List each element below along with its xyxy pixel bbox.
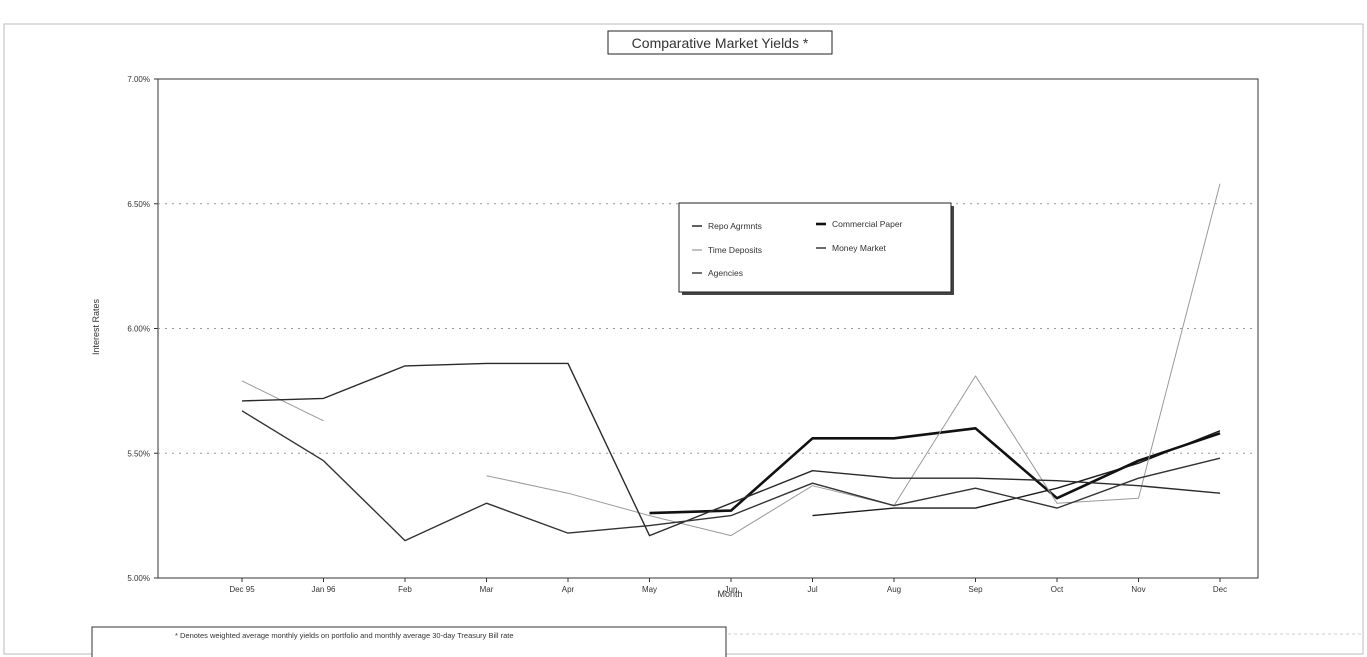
series-line xyxy=(241,380,324,422)
series-line xyxy=(241,362,1221,537)
legend-label: Commercial Paper xyxy=(832,219,903,229)
x-tick-label: Oct xyxy=(1051,585,1064,594)
x-tick-label: May xyxy=(642,585,657,594)
y-tick-label: 5.00% xyxy=(127,574,150,583)
x-tick-label: Aug xyxy=(887,585,901,594)
series-line xyxy=(486,183,1221,537)
x-axis-ticks: Dec 95 Jan 96 Feb Mar Apr May Jun Jul Aug Sep Oct N… xyxy=(229,578,1227,594)
legend-items: Repo Agrmnts Commercial Paper Time Deposit… xyxy=(692,219,903,278)
chart-title-box xyxy=(607,30,833,55)
x-tick-label: Apr xyxy=(562,585,575,594)
gridlines xyxy=(158,203,1258,454)
footnote-box xyxy=(91,626,727,657)
legend-label: Time Deposits xyxy=(708,245,762,255)
y-tick-label: 6.50% xyxy=(127,200,150,209)
series-line xyxy=(241,410,1221,542)
y-axis-label: Interest Rates xyxy=(91,298,101,355)
chart-frame xyxy=(3,23,1364,655)
x-tick-label: Jan 96 xyxy=(311,585,336,594)
series-line xyxy=(649,426,1221,515)
x-tick-label: Dec 95 xyxy=(229,585,255,594)
x-tick-label: Sep xyxy=(968,585,983,594)
series-lines xyxy=(241,183,1221,542)
chart-title: Comparative Market Yields * xyxy=(632,35,809,51)
y-tick-label: 5.50% xyxy=(127,449,150,458)
y-axis-ticks: 7.00% 6.50% 6.00% 5.50% 5.00% xyxy=(127,75,158,583)
x-tick-label: Jul xyxy=(807,585,817,594)
x-tick-label: Nov xyxy=(1131,585,1145,594)
x-tick-label: Feb xyxy=(398,585,412,594)
legend-label: Money Market xyxy=(832,243,886,253)
legend xyxy=(678,202,954,295)
x-axis-label: Month xyxy=(717,589,742,599)
legend-label: Agencies xyxy=(708,268,743,278)
footnote: * Denotes weighted average monthly yield… xyxy=(175,631,514,640)
y-tick-label: 6.00% xyxy=(127,325,150,334)
x-tick-label: Dec xyxy=(1213,585,1227,594)
y-tick-label: 7.00% xyxy=(127,75,150,84)
x-tick-label: Jun xyxy=(725,585,738,594)
legend-label: Repo Agrmnts xyxy=(708,221,762,231)
plot-area xyxy=(157,78,1259,579)
x-tick-label: Mar xyxy=(480,585,494,594)
